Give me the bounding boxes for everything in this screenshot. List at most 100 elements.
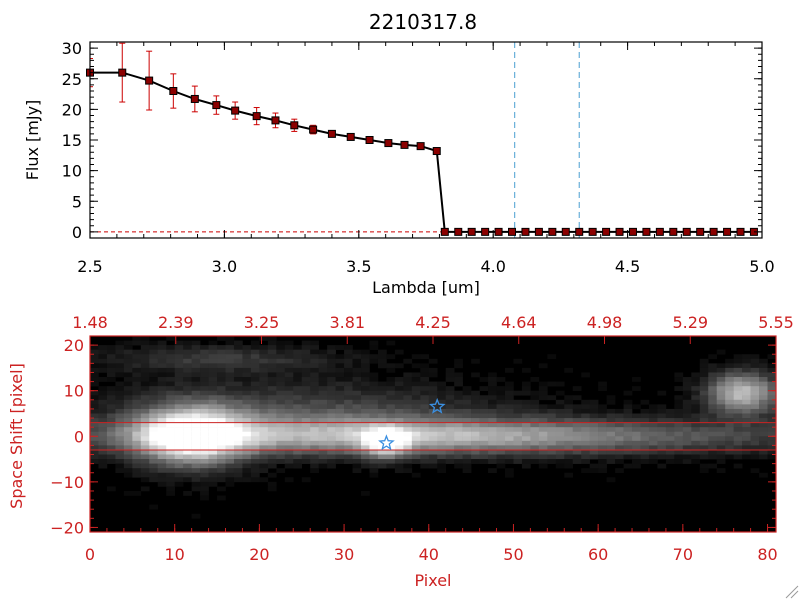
image-pixel	[564, 436, 574, 442]
image-pixel	[259, 336, 269, 341]
y-tick-label: 25	[62, 70, 82, 89]
image-pixel	[267, 367, 277, 373]
image-pixel	[428, 454, 438, 460]
image-pixel	[327, 363, 336, 369]
image-pixel	[581, 372, 590, 378]
image-pixel	[750, 390, 760, 396]
image-pixel	[90, 418, 99, 423]
image-pixel	[462, 454, 472, 460]
image-pixel	[242, 395, 252, 401]
image-pixel	[411, 459, 421, 464]
image-pixel	[513, 418, 523, 423]
image-pixel	[132, 449, 142, 455]
image-pixel	[233, 395, 243, 401]
image-pixel	[166, 336, 175, 341]
image-pixel	[200, 381, 209, 387]
top-x-tick-label: 1.48	[72, 313, 108, 332]
data-point	[628, 227, 637, 236]
image-pixel	[615, 431, 624, 437]
image-pixel	[411, 372, 421, 378]
image-pixel	[589, 427, 599, 433]
image-pixel	[615, 422, 624, 428]
image-pixel	[200, 408, 209, 414]
image-pixel	[496, 377, 506, 382]
image-pixel	[648, 440, 658, 446]
image-pixel	[377, 459, 387, 464]
image-pixel	[166, 349, 175, 355]
image-pixel	[233, 431, 243, 437]
image-pixel	[513, 459, 523, 464]
image-pixel	[225, 454, 235, 460]
resize-grip-icon[interactable]	[785, 585, 799, 599]
image-pixel	[115, 408, 125, 414]
image-pixel	[454, 381, 463, 387]
image-pixel	[572, 386, 582, 391]
image-pixel	[691, 431, 701, 437]
image-pixel	[420, 404, 430, 410]
image-pixel	[420, 440, 430, 446]
image-pixel	[496, 390, 506, 396]
image-pixel	[665, 454, 675, 460]
image-pixel	[411, 381, 421, 387]
image-pixel	[589, 436, 599, 442]
data-point	[521, 227, 530, 236]
image-pixel	[708, 377, 718, 382]
data-point	[169, 87, 178, 95]
image-pixel	[174, 418, 184, 423]
image-pixel	[310, 468, 319, 474]
image-pixel	[191, 404, 201, 410]
image-pixel	[598, 431, 607, 437]
image-pixel	[521, 418, 531, 423]
image-pixel	[394, 408, 404, 414]
image-pixel	[208, 472, 218, 478]
image-pixel	[699, 395, 709, 401]
image-pixel	[174, 459, 184, 464]
image-pixel	[208, 468, 218, 474]
image-pixel	[123, 345, 133, 350]
image-pixel	[98, 349, 108, 355]
image-pixel	[250, 386, 260, 391]
image-pixel	[242, 377, 252, 382]
image-pixel	[149, 477, 159, 483]
image-pixel	[403, 408, 413, 414]
image-pixel	[217, 463, 226, 469]
image-pixel	[437, 413, 446, 419]
image-pixel	[564, 459, 574, 464]
image-pixel	[98, 454, 108, 460]
image-pixel	[581, 413, 590, 419]
top-x-tick-label: 4.25	[415, 313, 451, 332]
image-pixel	[462, 413, 472, 419]
image-pixel	[572, 408, 582, 414]
image-pixel	[140, 395, 150, 401]
image-pixel	[225, 354, 235, 360]
image-pixel	[90, 367, 99, 373]
image-pixel	[327, 431, 336, 437]
image-pixel	[225, 440, 235, 446]
image-pixel	[420, 377, 430, 382]
image-pixel	[106, 399, 116, 405]
image-pixel	[276, 349, 286, 355]
image-pixel	[149, 463, 159, 469]
image-pixel	[750, 386, 760, 391]
image-pixel	[149, 367, 159, 373]
image-pixel	[572, 454, 582, 460]
image-pixel	[555, 381, 565, 387]
image-pixel	[115, 468, 125, 474]
image-pixel	[200, 481, 209, 487]
image-pixel	[310, 436, 319, 442]
image-pixel	[250, 390, 260, 396]
image-pixel	[691, 377, 701, 382]
image-pixel	[708, 454, 718, 460]
image-pixel	[98, 386, 108, 391]
image-pixel	[504, 459, 514, 464]
image-pixel	[318, 431, 328, 437]
image-pixel	[598, 459, 607, 464]
image-pixel	[657, 445, 667, 451]
image-pixel	[352, 413, 362, 419]
image-pixel	[90, 436, 99, 442]
image-pixel	[259, 358, 269, 364]
image-pixel	[742, 372, 751, 378]
image-pixel	[428, 413, 438, 419]
image-pixel	[132, 358, 142, 364]
image-pixel	[327, 354, 336, 360]
